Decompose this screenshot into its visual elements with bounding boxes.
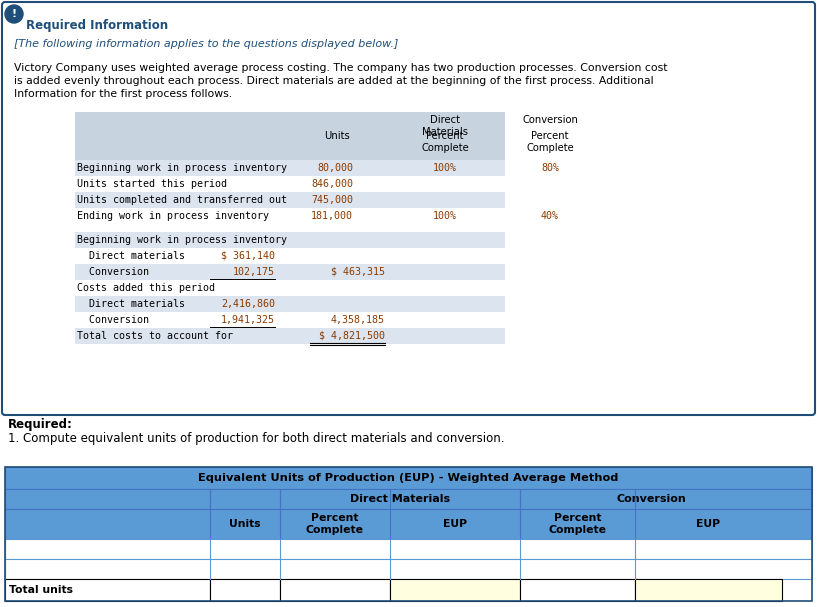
Text: Units: Units bbox=[230, 519, 261, 529]
Bar bbox=[390, 579, 520, 601]
Text: Direct
Materials: Direct Materials bbox=[422, 115, 468, 137]
Text: $ 4,821,500: $ 4,821,500 bbox=[319, 331, 385, 341]
Text: Units completed and transferred out: Units completed and transferred out bbox=[77, 195, 287, 205]
Bar bbox=[5, 539, 812, 559]
Text: Required Information: Required Information bbox=[26, 18, 168, 32]
Text: EUP: EUP bbox=[443, 519, 467, 529]
Text: Conversion: Conversion bbox=[616, 494, 686, 504]
Text: 100%: 100% bbox=[433, 211, 457, 221]
Text: Information for the first process follows.: Information for the first process follow… bbox=[14, 89, 232, 99]
Text: Total units: Total units bbox=[9, 585, 73, 595]
FancyBboxPatch shape bbox=[2, 2, 815, 415]
Text: Direct materials: Direct materials bbox=[77, 251, 185, 261]
Bar bbox=[280, 579, 390, 601]
Text: 80,000: 80,000 bbox=[317, 163, 353, 173]
Text: Percent
Complete: Percent Complete bbox=[548, 513, 606, 535]
Bar bbox=[75, 328, 505, 344]
Text: $ 361,140: $ 361,140 bbox=[221, 251, 275, 261]
Bar bbox=[5, 579, 210, 601]
Bar bbox=[75, 176, 505, 192]
Text: 2,416,860: 2,416,860 bbox=[221, 299, 275, 309]
Text: Conversion: Conversion bbox=[522, 115, 578, 125]
Text: 4,358,185: 4,358,185 bbox=[331, 315, 385, 325]
Text: Conversion: Conversion bbox=[77, 267, 149, 277]
Bar bbox=[5, 509, 812, 539]
Text: $ 463,315: $ 463,315 bbox=[331, 267, 385, 277]
Bar bbox=[5, 489, 812, 509]
Bar bbox=[75, 112, 505, 160]
Text: Conversion: Conversion bbox=[77, 315, 149, 325]
Text: is added evenly throughout each process. Direct materials are added at the begin: is added evenly throughout each process.… bbox=[14, 76, 654, 86]
Bar bbox=[75, 160, 505, 176]
Bar bbox=[5, 559, 812, 579]
Text: 1,941,325: 1,941,325 bbox=[221, 315, 275, 325]
Text: Percent
Complete: Percent Complete bbox=[526, 131, 574, 152]
Bar bbox=[75, 232, 505, 248]
Text: Victory Company uses weighted average process costing. The company has two produ: Victory Company uses weighted average pr… bbox=[14, 63, 667, 73]
Text: Units: Units bbox=[324, 131, 350, 141]
Bar bbox=[75, 208, 505, 224]
Text: Required:: Required: bbox=[8, 418, 73, 431]
Text: Percent
Complete: Percent Complete bbox=[421, 131, 469, 152]
Bar bbox=[75, 264, 505, 280]
Text: Units started this period: Units started this period bbox=[77, 179, 227, 189]
Bar bbox=[75, 280, 505, 296]
Bar bbox=[75, 248, 505, 264]
Text: Beginning work in process inventory: Beginning work in process inventory bbox=[77, 163, 287, 173]
Text: 1. Compute equivalent units of production for both direct materials and conversi: 1. Compute equivalent units of productio… bbox=[8, 432, 505, 445]
Bar bbox=[5, 467, 812, 489]
Text: Direct materials: Direct materials bbox=[77, 299, 185, 309]
Text: [The following information applies to the questions displayed below.]: [The following information applies to th… bbox=[14, 39, 399, 49]
Circle shape bbox=[5, 5, 23, 23]
Text: 40%: 40% bbox=[541, 211, 559, 221]
Text: Equivalent Units of Production (EUP) - Weighted Average Method: Equivalent Units of Production (EUP) - W… bbox=[199, 473, 618, 483]
Text: Costs added this period: Costs added this period bbox=[77, 283, 215, 293]
Bar bbox=[75, 296, 505, 312]
Bar bbox=[75, 312, 505, 328]
Text: 745,000: 745,000 bbox=[311, 195, 353, 205]
Text: 846,000: 846,000 bbox=[311, 179, 353, 189]
Text: Percent
Complete: Percent Complete bbox=[306, 513, 364, 535]
Text: 100%: 100% bbox=[433, 163, 457, 173]
Bar bbox=[635, 579, 782, 601]
Text: Direct Materials: Direct Materials bbox=[350, 494, 450, 504]
Text: 102,175: 102,175 bbox=[233, 267, 275, 277]
Bar bbox=[75, 192, 505, 208]
Text: EUP: EUP bbox=[696, 519, 721, 529]
Text: Total costs to account for: Total costs to account for bbox=[77, 331, 233, 341]
Text: !: ! bbox=[11, 9, 16, 19]
Text: Ending work in process inventory: Ending work in process inventory bbox=[77, 211, 269, 221]
Text: Beginning work in process inventory: Beginning work in process inventory bbox=[77, 235, 287, 245]
Bar bbox=[520, 579, 635, 601]
Text: 80%: 80% bbox=[541, 163, 559, 173]
Bar bbox=[210, 579, 280, 601]
Text: 181,000: 181,000 bbox=[311, 211, 353, 221]
